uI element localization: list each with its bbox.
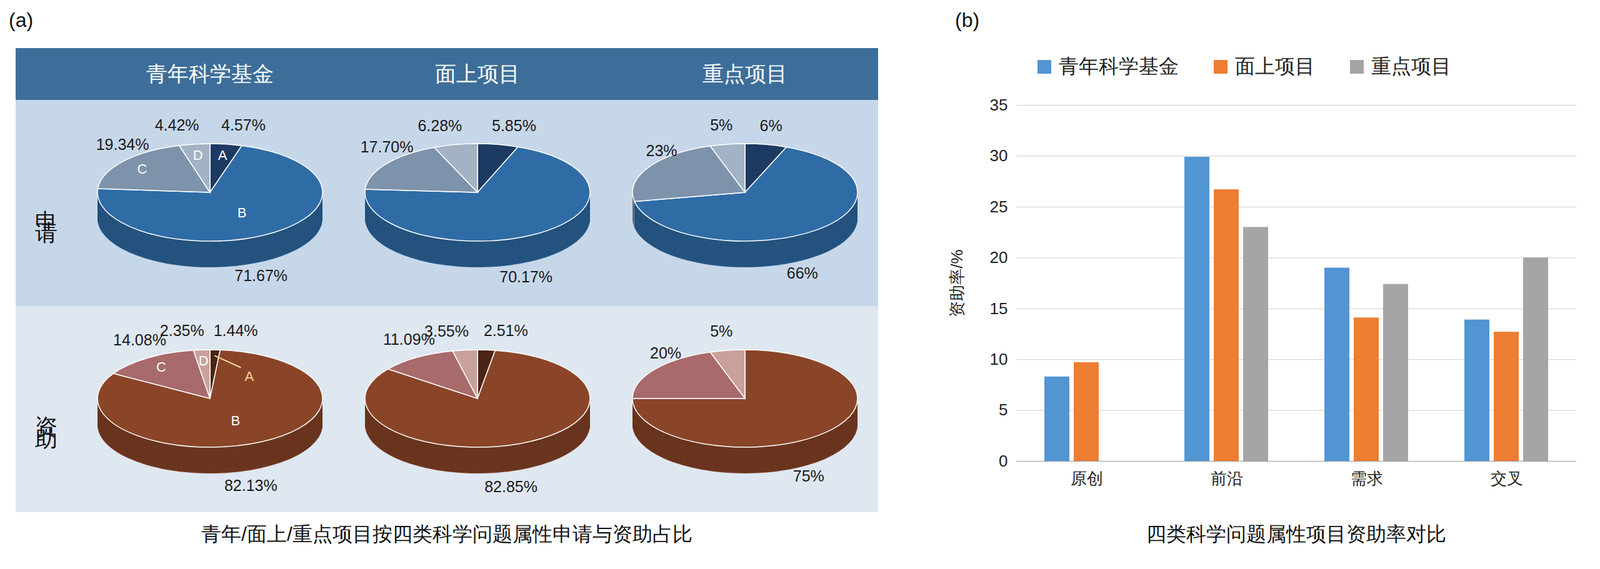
html-text:资助: 资助 <box>33 398 60 421</box>
svg-text:23%: 23% <box>645 141 677 160</box>
svg-text:6.28%: 6.28% <box>417 116 462 135</box>
svg-text:A: A <box>245 368 255 385</box>
svg-text:5.85%: 5.85% <box>491 116 537 135</box>
svg-text:前沿: 前沿 <box>1210 469 1244 489</box>
svg-text:交叉: 交叉 <box>1490 469 1524 489</box>
svg-text:71.67%: 71.67% <box>234 266 288 285</box>
svg-text:75%: 75% <box>793 467 825 485</box>
html-text:(b): (b) <box>955 8 980 32</box>
html-text:重点项目: 重点项目 <box>702 61 788 86</box>
svg-text:2.51%: 2.51% <box>483 321 529 340</box>
svg-text:25: 25 <box>990 197 1009 217</box>
html-text:青年科学基金: 青年科学基金 <box>1058 55 1179 78</box>
html-text:申请: 申请 <box>33 191 60 215</box>
svg-text:30: 30 <box>990 146 1009 165</box>
svg-text:11.09%: 11.09% <box>383 330 435 348</box>
svg-text:A: A <box>218 147 228 164</box>
svg-text:4.57%: 4.57% <box>221 116 266 134</box>
svg-text:3.55%: 3.55% <box>424 322 469 340</box>
svg-text:10: 10 <box>990 350 1009 369</box>
svg-text:82.13%: 82.13% <box>224 476 278 495</box>
html-text:面上项目: 面上项目 <box>435 61 520 86</box>
svg-text:C: C <box>136 160 147 177</box>
svg-text:B: B <box>237 205 247 221</box>
svg-text:82.85%: 82.85% <box>484 478 538 496</box>
svg-text:19.34%: 19.34% <box>96 135 150 154</box>
svg-text:2.35%: 2.35% <box>160 321 205 340</box>
svg-text:原创: 原创 <box>1070 469 1104 489</box>
svg-text:B: B <box>230 413 240 429</box>
svg-text:70.17%: 70.17% <box>499 268 553 286</box>
svg-text:需求: 需求 <box>1350 469 1384 489</box>
svg-text:0: 0 <box>998 451 1008 471</box>
svg-text:D: D <box>198 353 209 369</box>
svg-text:D: D <box>193 147 204 164</box>
svg-text:5%: 5% <box>710 322 733 340</box>
svg-text:C: C <box>156 359 167 375</box>
svg-text:35: 35 <box>990 95 1009 115</box>
svg-text:14.08%: 14.08% <box>113 331 167 349</box>
svg-text:20%: 20% <box>650 344 682 362</box>
svg-text:1.44%: 1.44% <box>213 321 259 340</box>
svg-text:6%: 6% <box>760 116 783 135</box>
svg-text:5: 5 <box>998 400 1008 420</box>
html-text:四类科学问题属性项目资助率对比: 四类科学问题属性项目资助率对比 <box>1146 523 1447 546</box>
html-text:面上项目: 面上项目 <box>1235 55 1315 78</box>
svg-text:66%: 66% <box>786 264 819 282</box>
svg-text:5%: 5% <box>710 116 733 134</box>
html-text:青年科学基金: 青年科学基金 <box>146 61 274 86</box>
html-text:(a): (a) <box>8 8 34 32</box>
svg-text:20: 20 <box>990 248 1009 267</box>
svg-text:17.70%: 17.70% <box>360 138 414 156</box>
svg-text:资助率/%: 资助率/% <box>947 249 967 317</box>
svg-text:4.42%: 4.42% <box>155 116 200 134</box>
html-text:青年/面上/重点项目按四类科学问题属性申请与资助占比: 青年/面上/重点项目按四类科学问题属性申请与资助占比 <box>201 523 693 546</box>
html-text:重点项目: 重点项目 <box>1371 55 1452 78</box>
svg-text:15: 15 <box>990 299 1009 319</box>
